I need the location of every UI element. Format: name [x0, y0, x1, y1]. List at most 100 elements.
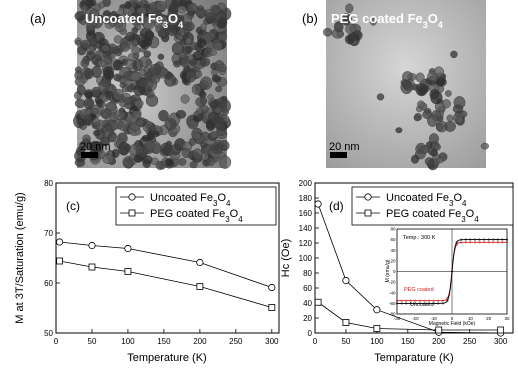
data-point-circle	[124, 244, 132, 253]
data-point-square	[128, 209, 136, 217]
data-point-square	[342, 319, 350, 326]
nanoparticles-peg-coated	[323, 3, 489, 171]
data-point-circle	[196, 258, 204, 267]
y-tick-label: 60	[44, 279, 53, 288]
inset-data-point	[478, 238, 481, 241]
data-point-circle	[314, 200, 322, 208]
data-point-square	[497, 326, 505, 334]
tem-title-b: PEG coated Fe3O4	[331, 11, 443, 30]
data-point-circle	[55, 238, 64, 246]
inset-y-tick-label: 40	[390, 248, 396, 253]
y-tick-label: 160	[299, 209, 313, 218]
y-tick-label: 180	[299, 194, 313, 203]
inset-data-point	[492, 241, 495, 244]
y-axis-label-d: Hc (Oe)	[280, 239, 292, 278]
x-tick-label: 0	[54, 337, 59, 346]
inset-curve-label-uncoated: Uncoated	[410, 302, 434, 308]
inset-x-tick-label: -20	[412, 316, 419, 321]
x-tick-label: 150	[157, 337, 171, 346]
data-point-square	[373, 325, 381, 332]
panel-label-d: (d)	[329, 199, 344, 213]
x-axis-label-c: Temperature (K)	[127, 352, 206, 364]
legend-entry-peg-coated: PEG coated Fe3O4	[150, 208, 243, 224]
inset-data-point	[441, 302, 444, 305]
inset-hysteresis-loop: -30 -20 -10 0 10 20 30 -80 -60 -40 -20 0 20 40 60 80 Te…	[385, 227, 510, 328]
inset-y-tick-label: 0	[393, 269, 396, 274]
inset-curve-label-peg: PEG coated	[404, 287, 434, 293]
data-point-square	[268, 304, 276, 311]
x-tick-label: 300	[494, 337, 508, 346]
inset-x-tick-label: 0	[451, 316, 454, 321]
scale-bar-b	[330, 152, 347, 158]
y-tick-label: 70	[44, 229, 53, 238]
data-point-circle	[128, 193, 136, 201]
tem-image-uncoated	[73, 0, 232, 170]
legend-entry-uncoated: Uncoated Fe3O4	[386, 192, 467, 208]
inset-data-point	[405, 299, 408, 302]
data-point-square	[196, 283, 204, 290]
inset-data-point	[487, 241, 490, 244]
scale-bar-label-b: 20 nm	[329, 141, 360, 153]
tem-title-a: Uncoated Fe3O4	[85, 11, 183, 30]
inset-x-tick-label: 10	[468, 316, 474, 321]
inset-data-point	[501, 238, 504, 241]
inset-data-point	[460, 238, 463, 241]
inset-x-tick-label: -30	[394, 316, 401, 321]
inset-data-point	[450, 270, 454, 273]
inset-data-point	[487, 238, 490, 241]
legend-entry-peg-coated: PEG coated Fe3O4	[386, 208, 479, 224]
inset-data-point	[400, 302, 403, 305]
y-tick-label: 50	[44, 329, 53, 338]
inset-data-point	[478, 241, 481, 244]
y-tick-label: 80	[303, 269, 312, 278]
y-tick-label: 140	[299, 224, 313, 233]
data-point-square	[314, 298, 322, 306]
inset-data-point	[469, 241, 472, 244]
inset-x-axis-label: Magnetic Field (kOe)	[429, 321, 476, 327]
inset-data-point	[492, 238, 495, 241]
inset-data-point	[473, 238, 476, 241]
inset-y-tick-label: -80	[389, 312, 396, 317]
x-tick-label: 250	[463, 337, 477, 346]
inset-data-point	[395, 299, 399, 302]
inset-data-point	[437, 302, 440, 305]
x-tick-label: 50	[88, 337, 97, 346]
data-point-circle	[268, 283, 276, 292]
x-tick-label: 0	[313, 337, 318, 346]
panel-label-b: (b)	[302, 11, 318, 26]
data-point-square	[56, 257, 63, 265]
nanoparticles-uncoated	[73, 0, 232, 170]
tem-image-peg-coated	[323, 0, 489, 171]
inset-data-point	[418, 302, 421, 305]
inset-data-point	[469, 238, 472, 241]
x-tick-label: 200	[193, 337, 207, 346]
y-tick-label: 20	[303, 314, 312, 323]
y-axis-label-c: M at 3T/Saturation (emu/g)	[14, 192, 26, 323]
x-tick-label: 50	[341, 337, 350, 346]
inset-data-point	[446, 299, 449, 302]
inset-y-tick-label: 80	[390, 227, 396, 232]
y-tick-label: 40	[303, 299, 312, 308]
inset-y-axis-label: M (emu/g)	[385, 259, 391, 282]
inset-y-tick-label: -40	[389, 290, 396, 295]
inset-data-point	[409, 302, 412, 305]
inset-data-point	[414, 302, 417, 305]
inset-data-point	[505, 241, 509, 244]
inset-x-tick-label: 20	[486, 316, 492, 321]
y-tick-label: 200	[299, 179, 313, 188]
data-point-square	[435, 326, 443, 334]
data-point-square	[124, 268, 132, 275]
inset-data-point	[483, 238, 486, 241]
inset-curve	[397, 239, 507, 304]
y-tick-label: 0	[308, 329, 313, 338]
x-tick-label: 250	[229, 337, 243, 346]
data-point-square	[364, 209, 372, 217]
data-point-circle	[373, 306, 381, 314]
panel-label-c: (c)	[66, 199, 80, 213]
scale-bar-a	[81, 152, 98, 158]
inset-data-point	[460, 241, 463, 244]
inset-data-point	[432, 302, 435, 305]
